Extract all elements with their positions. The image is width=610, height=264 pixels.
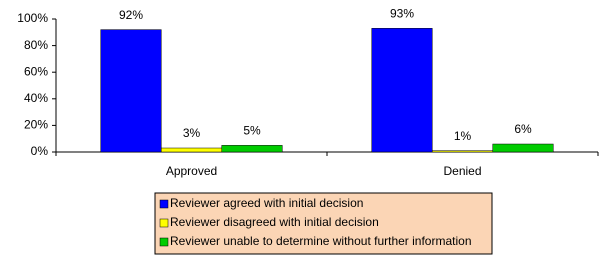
y-tick-label: 60%	[24, 64, 48, 78]
legend-swatch	[159, 218, 169, 228]
value-label: 1%	[454, 129, 472, 143]
value-label: 93%	[390, 6, 414, 20]
bar	[432, 150, 493, 153]
bar	[161, 147, 222, 153]
value-label: 5%	[243, 124, 261, 138]
bar	[492, 143, 554, 153]
legend-swatch	[159, 237, 169, 247]
y-tick-label: 20%	[24, 118, 48, 132]
value-label: 6%	[514, 122, 532, 136]
legend-label: Reviewer agreed with initial decision	[170, 196, 363, 210]
value-label: 92%	[119, 8, 143, 22]
y-tick-label: 100%	[17, 11, 48, 25]
legend-label: Reviewer disagreed with initial decision	[170, 215, 379, 229]
bar	[221, 145, 283, 153]
x-tick-label: Denied	[443, 164, 481, 178]
legend-box	[154, 192, 493, 255]
y-tick-label: 0%	[31, 144, 49, 158]
x-tick-label: Approved	[166, 164, 217, 178]
value-label: 3%	[183, 126, 201, 140]
legend-swatch	[159, 199, 169, 209]
bar	[100, 29, 162, 153]
y-tick-label: 40%	[24, 91, 48, 105]
y-tick-label: 80%	[24, 38, 48, 52]
legend-label: Reviewer unable to determine without fur…	[170, 234, 472, 248]
bar	[371, 28, 433, 153]
